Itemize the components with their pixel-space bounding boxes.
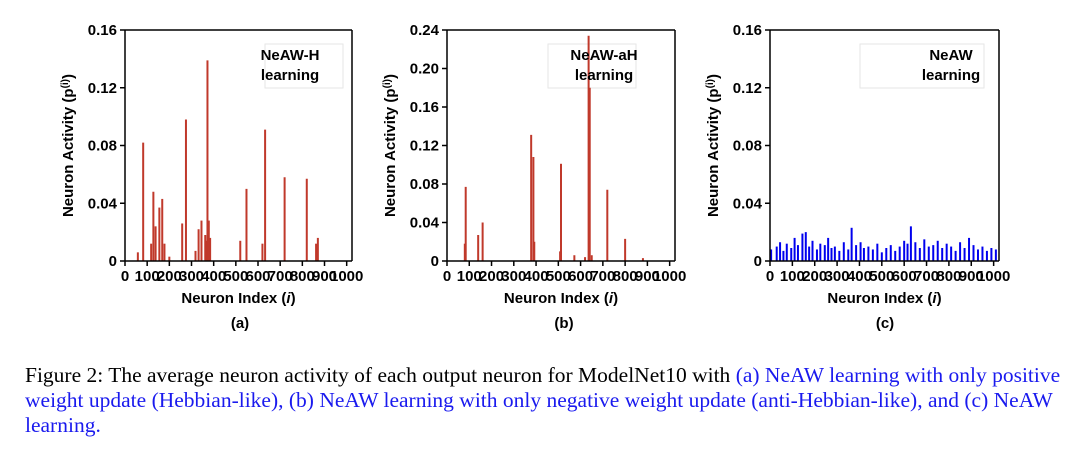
x-tick-label: 600 (568, 268, 593, 285)
panel-label: (c) (876, 315, 894, 332)
x-axis-label: Neuron Index (i) (181, 290, 295, 307)
x-tick-label: 700 (914, 268, 939, 285)
y-axis-label: Neuron Activity (p(i)) (382, 74, 400, 217)
caption-highlight: (a) NeAW learning with only positive wei… (25, 363, 1061, 437)
x-tick-label: 600 (245, 268, 270, 285)
x-tick-label: 300 (179, 268, 204, 285)
y-tick-label: 0.12 (733, 80, 762, 97)
y-tick-label: 0.04 (733, 195, 763, 212)
x-tick-label: 700 (590, 268, 615, 285)
legend-title: NeAW-H (261, 47, 320, 64)
x-tick-label: 1000 (977, 268, 1010, 285)
y-tick-label: 0 (109, 253, 117, 270)
y-tick-label: 0.24 (410, 22, 440, 39)
x-tick-label: 800 (613, 268, 638, 285)
x-tick-label: 200 (157, 268, 182, 285)
x-axis-label: Neuron Index (i) (504, 290, 618, 307)
y-tick-label: 0 (431, 253, 439, 270)
y-tick-label: 0.04 (88, 195, 118, 212)
legend-subtitle: learning (575, 67, 633, 84)
figure: 00.040.080.120.160 1002003004005006007008… (60, 22, 1011, 332)
x-tick-label: 400 (847, 268, 872, 285)
x-tick-label: 800 (936, 268, 961, 285)
x-axis-label: Neuron Index (i) (827, 290, 941, 307)
y-tick-label: 0.08 (88, 138, 117, 155)
x-tick-label: 900 (312, 268, 337, 285)
y-tick-label: 0.12 (410, 138, 439, 155)
chart-panel-1: 0 0.04 0.08 0.12 0.16 0 1002003004005006007008… (60, 22, 364, 332)
y-tick-label: 0.16 (733, 22, 762, 39)
panel-label: (b) (554, 315, 573, 332)
x-tick-label: 0 (766, 268, 774, 285)
y-tick-label: 0 (754, 253, 762, 270)
x-tick-label: 600 (892, 268, 917, 285)
x-tick-label: 300 (825, 268, 850, 285)
y-axis-label: Neuron Activity (p(i)) (705, 74, 723, 217)
x-tick-label: 500 (869, 268, 894, 285)
x-tick-label: 1000 (653, 268, 686, 285)
y-tick-label: 0.08 (733, 138, 762, 155)
y-tick-label: 0.08 (410, 176, 439, 193)
x-tick-label: 900 (959, 268, 984, 285)
x-tick-label: 500 (546, 268, 571, 285)
x-tick-label: 300 (501, 268, 526, 285)
x-tick-label: 100 (457, 268, 482, 285)
y-tick-label: 0.20 (410, 61, 439, 78)
x-tick-label: 0 (121, 268, 129, 285)
x-tick-label: 200 (802, 268, 827, 285)
legend-title: NeAW-aH (570, 47, 637, 64)
chart-panel-3: 0 0.04 0.08 0.12 0.16 0 1002003004005006007008… (705, 22, 1011, 332)
x-tick-label: 400 (201, 268, 226, 285)
y-tick-label: 0.12 (88, 80, 117, 97)
x-tick-label: 700 (268, 268, 293, 285)
y-tick-label: 0.16 (88, 22, 117, 39)
legend-box (547, 43, 637, 89)
x-tick-label: 100 (135, 268, 160, 285)
y-tick-label: 0.04 (410, 215, 440, 232)
x-tick-label: 1000 (330, 268, 363, 285)
chart-panel-2: 0 0.04 0.08 0.12 0.16 0.20 0.24 0 10020030040050… (382, 22, 687, 332)
caption-text: Figure 2: The average neuron activity of… (25, 363, 736, 387)
x-tick-label: 400 (524, 268, 549, 285)
legend-subtitle: learning (922, 67, 980, 84)
x-tick-label: 800 (290, 268, 315, 285)
figure-caption: Figure 2: The average neuron activity of… (25, 363, 1065, 438)
y-tick-label: 0.16 (410, 99, 439, 116)
legend-title: NeAW (929, 47, 973, 64)
panel-label: (a) (231, 315, 249, 332)
legend-box (859, 43, 985, 89)
x-tick-label: 0 (443, 268, 451, 285)
x-tick-label: 900 (635, 268, 660, 285)
x-tick-label: 100 (780, 268, 805, 285)
y-axis-label: Neuron Activity (p(i)) (60, 74, 78, 217)
legend-subtitle: learning (261, 67, 319, 84)
x-tick-label: 500 (223, 268, 248, 285)
legend-box (264, 43, 344, 89)
x-tick-label: 200 (479, 268, 504, 285)
